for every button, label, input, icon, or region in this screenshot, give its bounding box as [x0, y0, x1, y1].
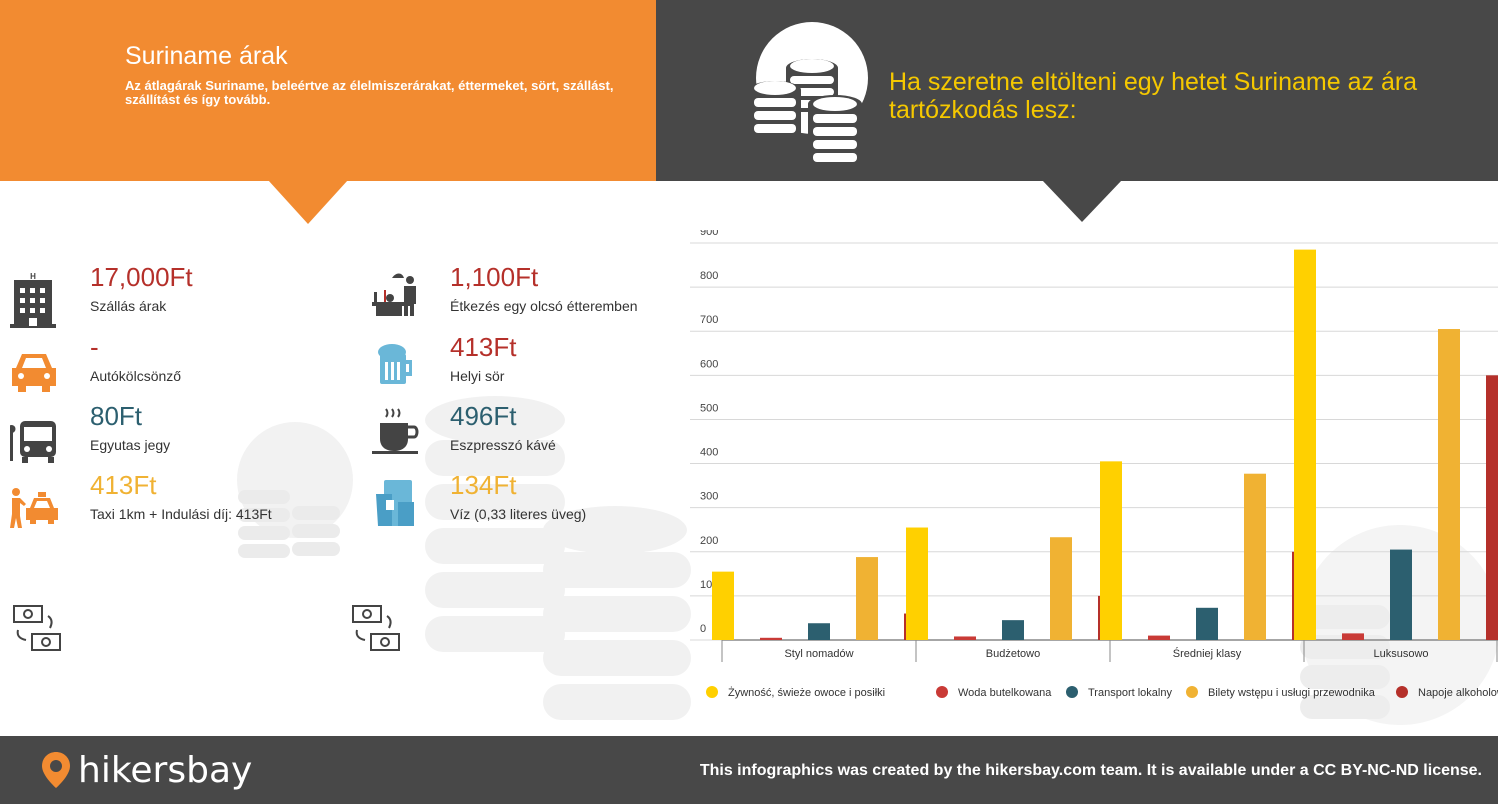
coffee-icon	[372, 408, 419, 454]
y-tick-label: 400	[700, 447, 718, 459]
x-tick-label: Średniej klasy	[1173, 647, 1242, 660]
y-tick-label: 800	[700, 270, 718, 282]
header-right-pointer	[1042, 180, 1122, 222]
background-coins-large-icon	[425, 396, 691, 720]
bar	[1244, 473, 1266, 640]
accommodation-price: 17,000Ft	[90, 262, 193, 292]
y-tick-label: 500	[700, 402, 718, 414]
currency-exchange-icon-2	[352, 605, 400, 651]
bar	[1100, 461, 1122, 640]
currency-exchange-icon	[13, 605, 61, 651]
car-rental-label: Autókölcsönző	[90, 368, 182, 384]
beer-price: 413Ft	[450, 332, 517, 362]
x-tick-label: Luksusowo	[1373, 648, 1428, 660]
header-left-pointer	[268, 180, 348, 224]
restaurant-label: Étkezés egy olcsó étteremben	[450, 298, 638, 314]
legend-marker	[1066, 686, 1078, 698]
footer-credit: This infographics was created by the hik…	[699, 762, 1482, 779]
beer-label: Helyi sör	[450, 368, 505, 384]
y-tick-label: 900	[700, 230, 718, 238]
legend-marker	[1396, 686, 1408, 698]
bar	[954, 636, 976, 640]
legend-label: Napoje alkoholowe	[1418, 687, 1498, 699]
bus-icon	[10, 421, 56, 463]
legend-marker	[1186, 686, 1198, 698]
restaurant-price: 1,100Ft	[450, 262, 539, 292]
bar	[906, 527, 928, 640]
bar	[1438, 329, 1460, 640]
bar	[760, 637, 782, 640]
background-coins-icon	[237, 422, 353, 558]
bar	[1486, 375, 1498, 640]
water-label: Víz (0,33 literes üveg)	[450, 506, 587, 522]
bar	[1148, 635, 1170, 640]
legend-label: Żywność, świeże owoce i posiłki	[728, 686, 885, 699]
hotel-icon: H	[10, 272, 56, 328]
legend-marker	[706, 686, 718, 698]
y-tick-label: 200	[700, 535, 718, 547]
y-tick-label: 700	[700, 314, 718, 326]
y-tick-label: 0	[700, 623, 706, 635]
week-cost-heading: Ha szeretne eltölteni egy hetet Suriname…	[889, 68, 1418, 124]
bus-ticket-label: Egyutas jegy	[90, 437, 171, 453]
water-icon	[376, 480, 414, 526]
svg-text:H: H	[30, 272, 36, 281]
car-rental-price: -	[90, 332, 99, 362]
taxi-price: 413Ft	[90, 470, 157, 500]
taxi-label: Taxi 1km + Indulási díj: 413Ft	[90, 506, 272, 522]
bar	[1342, 633, 1364, 640]
header-left-panel	[0, 0, 656, 181]
footer: hikersbay This infographics was created …	[0, 736, 1498, 804]
legend-marker	[936, 686, 948, 698]
x-tick-label: Styl nomadów	[784, 648, 853, 660]
coffee-price: 496Ft	[450, 401, 517, 431]
coins-icon	[750, 22, 868, 168]
x-tick-label: Budżetowo	[986, 648, 1040, 660]
logo-text: hikersbay	[78, 750, 253, 791]
y-tick-label: 300	[700, 491, 718, 503]
coffee-label: Eszpresszó kávé	[450, 437, 556, 453]
accommodation-label: Szállás árak	[90, 298, 167, 314]
location-pin-logo-icon	[42, 752, 70, 788]
bus-ticket-price: 80Ft	[90, 401, 143, 431]
legend-label: Transport lokalny	[1088, 687, 1172, 699]
taxi-icon	[10, 488, 58, 528]
legend-label: Bilety wstępu i usługi przewodnika	[1208, 687, 1376, 699]
page-title: Suriname árak	[125, 42, 288, 70]
page-subtitle: Az átlagárak Suriname, beleértve az élel…	[125, 78, 614, 107]
bar	[1294, 249, 1316, 640]
bar	[1196, 607, 1218, 640]
beer-icon	[378, 344, 412, 384]
bar	[712, 571, 734, 640]
bar	[1050, 537, 1072, 640]
bar	[1390, 549, 1412, 640]
bar	[808, 623, 830, 640]
bar	[856, 557, 878, 640]
water-price: 134Ft	[450, 470, 517, 500]
car-icon	[12, 354, 56, 392]
restaurant-icon	[372, 273, 416, 316]
y-tick-label: 600	[700, 358, 718, 370]
legend-label: Woda butelkowana	[958, 687, 1052, 699]
bar	[1002, 620, 1024, 640]
